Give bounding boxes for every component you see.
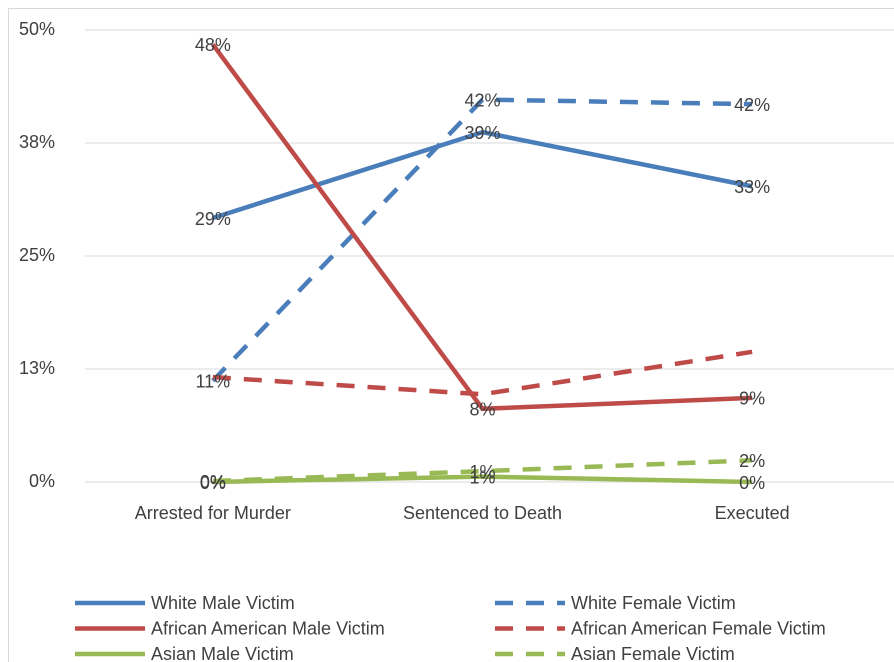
data-label: 0% — [739, 473, 765, 493]
data-label: 48% — [195, 35, 231, 55]
series-line — [211, 43, 753, 412]
legend-label: Asian Female Victim — [571, 644, 735, 662]
data-label: 42% — [734, 95, 770, 115]
x-tick-label: Arrested for Murder — [135, 503, 291, 523]
legend-label: White Male Victim — [151, 593, 295, 613]
series-line — [212, 474, 753, 485]
data-label: 42% — [464, 90, 500, 110]
y-tick-label: 38% — [19, 132, 55, 152]
data-label: 2% — [739, 451, 765, 471]
series-line — [211, 97, 753, 383]
legend-label: Asian Male Victim — [151, 644, 294, 662]
data-label: 11% — [195, 372, 230, 392]
y-tick-label: 25% — [19, 245, 55, 265]
legend-label: African American Female Victim — [571, 618, 826, 638]
data-label: 29% — [195, 209, 231, 229]
y-tick-label: 0% — [29, 471, 55, 491]
y-tick-label: 13% — [19, 358, 55, 378]
x-tick-label: Executed — [715, 503, 790, 523]
legend-label: African American Male Victim — [151, 618, 385, 638]
x-tick-label: Sentenced to Death — [403, 503, 562, 523]
y-tick-label: 50% — [19, 19, 55, 39]
chart-border — [8, 8, 894, 662]
series-line — [212, 458, 753, 484]
data-label: 39% — [464, 123, 500, 143]
data-label: 8% — [469, 400, 495, 420]
data-label: 0% — [200, 472, 226, 492]
data-label: 0% — [200, 473, 226, 493]
data-label: 33% — [734, 177, 770, 197]
data-label: 9% — [739, 389, 765, 409]
data-label: 1% — [469, 462, 495, 482]
data-label: 1% — [469, 467, 495, 487]
series-line — [212, 129, 753, 221]
legend-label: White Female Victim — [571, 593, 736, 613]
